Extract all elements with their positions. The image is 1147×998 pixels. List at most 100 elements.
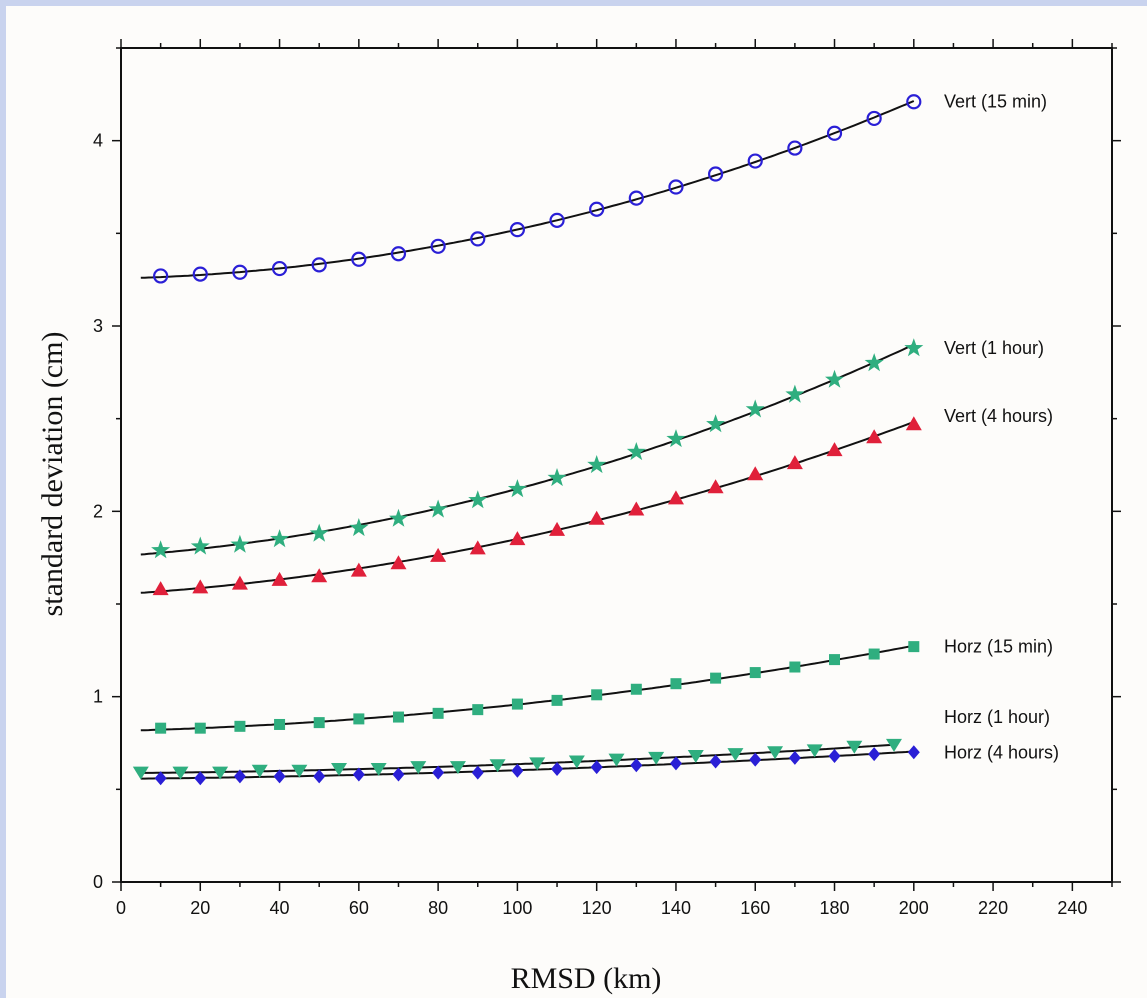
data-point (154, 771, 167, 786)
data-point (349, 518, 369, 537)
x-tick-label: 240 (1057, 898, 1087, 918)
data-point (192, 266, 208, 282)
data-point (568, 755, 585, 769)
series-label: Horz (15 min) (944, 637, 1053, 657)
data-point (868, 747, 881, 762)
data-point (432, 707, 444, 719)
data-point (471, 765, 484, 780)
data-point (274, 718, 286, 730)
series-markers (155, 641, 920, 734)
data-point (430, 238, 446, 254)
data-point (749, 667, 761, 679)
data-point (351, 251, 367, 267)
y-tick-label: 3 (93, 316, 103, 336)
data-point (866, 429, 883, 444)
data-point (212, 766, 229, 780)
series-markers (132, 738, 902, 780)
y-tick-label: 2 (93, 501, 103, 521)
data-point (230, 534, 250, 553)
chart-markers (132, 94, 924, 786)
data-point (825, 369, 844, 388)
data-point (785, 384, 805, 403)
series-label: Horz (4 hours) (944, 742, 1059, 762)
data-point (788, 750, 801, 765)
data-point (353, 713, 365, 725)
plot-border (120, 47, 1113, 883)
data-point (551, 761, 564, 776)
data-point (309, 523, 329, 542)
data-point (350, 562, 367, 577)
data-point (668, 179, 684, 195)
x-tick-label: 200 (899, 898, 929, 918)
x-tick-label: 180 (819, 898, 849, 918)
series-label: Vert (15 min) (944, 92, 1047, 112)
data-point (588, 510, 605, 525)
data-point (489, 759, 506, 773)
x-tick-label: 100 (502, 898, 532, 918)
data-point (908, 641, 920, 653)
data-point (331, 762, 348, 776)
data-point (231, 575, 248, 590)
data-point (630, 683, 642, 695)
data-point (155, 722, 167, 734)
data-point (587, 455, 607, 474)
data-point (806, 744, 823, 758)
data-point (509, 222, 525, 238)
data-point (468, 490, 488, 509)
data-point (630, 758, 643, 773)
data-point (786, 455, 803, 470)
series-markers (152, 416, 922, 596)
data-point (549, 521, 566, 536)
data-point (828, 748, 841, 763)
data-point (829, 654, 841, 666)
y-tick-label: 1 (93, 687, 103, 707)
data-point (905, 416, 922, 431)
data-point (864, 353, 884, 372)
data-point (826, 125, 843, 141)
data-point (709, 754, 722, 769)
data-point (507, 479, 527, 498)
line-chart: 0 20 40 60 80 100 120 140 160 180 200 220 240 0 1 2 3 4 V… (36, 39, 1121, 995)
data-point (190, 536, 210, 555)
data-point (787, 140, 803, 156)
data-point (291, 764, 308, 778)
fit-curve (140, 100, 915, 279)
data-point (152, 581, 169, 596)
series-label: Vert (4 hours) (944, 406, 1053, 426)
data-point (608, 753, 625, 767)
data-point (472, 704, 484, 716)
data-point (389, 508, 408, 527)
fit-curve (140, 420, 915, 594)
data-point (251, 764, 268, 778)
data-point (194, 722, 206, 734)
data-point (707, 166, 724, 182)
x-axis-title: RMSD (km) (511, 962, 662, 995)
data-point (432, 765, 445, 780)
data-point (789, 661, 801, 673)
x-tick-label: 40 (270, 898, 290, 918)
data-point (172, 766, 189, 780)
data-point (670, 678, 682, 690)
data-point (710, 672, 722, 684)
data-point (449, 761, 466, 775)
data-point (390, 555, 407, 570)
data-point (590, 760, 603, 775)
data-point (727, 748, 744, 762)
x-tick-label: 0 (116, 898, 126, 918)
series-label: Horz (1 hour) (944, 707, 1050, 727)
series-markers (151, 338, 924, 559)
chart-labels: Vert (15 min) Vert (1 hour) Vert (4 hours)… (944, 92, 1059, 763)
data-point (313, 717, 325, 729)
data-point (628, 190, 644, 206)
data-point (271, 260, 288, 277)
data-point (390, 246, 407, 262)
x-tick-label: 220 (978, 898, 1008, 918)
x-tick-label: 60 (349, 898, 369, 918)
data-point (747, 153, 763, 169)
data-point (669, 756, 682, 771)
data-point (628, 501, 645, 516)
x-tick-label: 160 (740, 898, 770, 918)
y-axis-title: standard deviation (cm) (36, 332, 69, 617)
data-point (549, 212, 565, 228)
data-point (233, 769, 246, 784)
